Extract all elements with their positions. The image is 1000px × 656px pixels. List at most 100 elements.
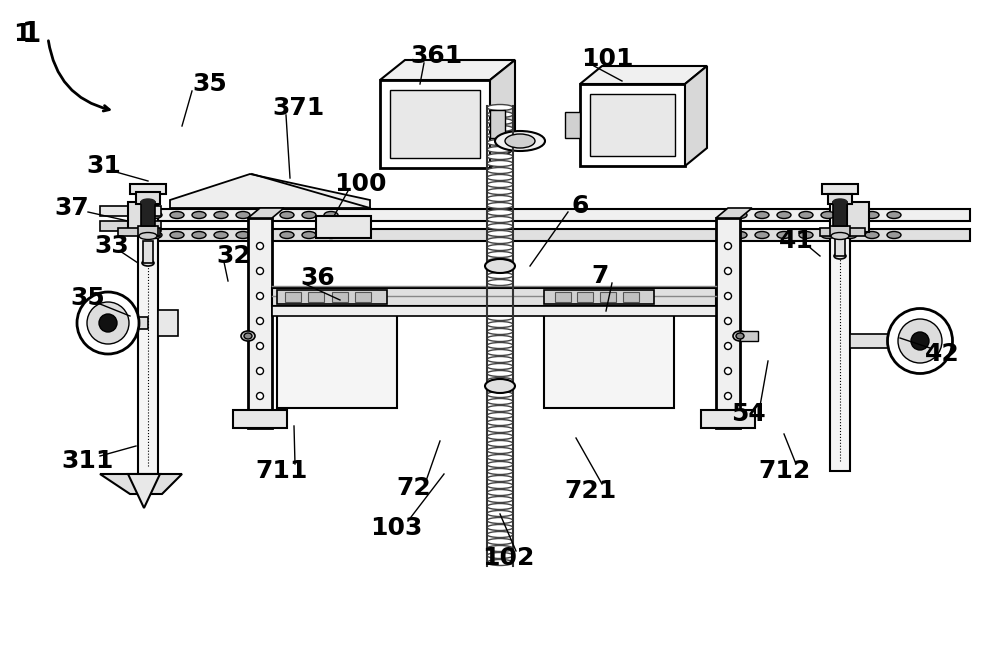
Ellipse shape — [487, 350, 513, 356]
Ellipse shape — [258, 211, 272, 218]
Ellipse shape — [843, 211, 857, 218]
Polygon shape — [716, 208, 752, 218]
Ellipse shape — [755, 232, 769, 239]
Ellipse shape — [887, 232, 901, 239]
Ellipse shape — [755, 211, 769, 218]
Ellipse shape — [236, 211, 250, 218]
Ellipse shape — [487, 314, 513, 321]
Ellipse shape — [505, 134, 535, 148]
Ellipse shape — [280, 211, 294, 218]
Ellipse shape — [487, 489, 513, 495]
Ellipse shape — [77, 292, 139, 354]
Ellipse shape — [487, 329, 513, 335]
Bar — [285, 292, 301, 302]
Bar — [565, 112, 580, 138]
Bar — [138, 206, 158, 476]
Text: 72: 72 — [397, 476, 431, 500]
Text: 33: 33 — [95, 234, 129, 258]
Ellipse shape — [487, 392, 513, 398]
Bar — [850, 334, 911, 348]
Ellipse shape — [487, 504, 513, 510]
Bar — [380, 80, 490, 168]
Ellipse shape — [821, 232, 835, 239]
Ellipse shape — [487, 195, 513, 201]
Ellipse shape — [487, 112, 513, 117]
Ellipse shape — [724, 243, 732, 249]
Bar — [740, 331, 758, 341]
Bar — [138, 226, 158, 236]
Bar — [833, 202, 847, 226]
Bar — [577, 292, 593, 302]
Polygon shape — [490, 60, 515, 168]
Ellipse shape — [799, 232, 813, 239]
Ellipse shape — [487, 518, 513, 523]
Ellipse shape — [244, 333, 252, 339]
Bar — [100, 206, 161, 216]
Ellipse shape — [898, 319, 942, 363]
Ellipse shape — [487, 440, 513, 447]
Ellipse shape — [487, 203, 513, 209]
Ellipse shape — [487, 497, 513, 502]
Ellipse shape — [843, 232, 857, 239]
Ellipse shape — [236, 232, 250, 239]
Ellipse shape — [302, 232, 316, 239]
Bar — [233, 410, 287, 428]
Text: 103: 103 — [370, 516, 422, 540]
Bar — [141, 202, 155, 226]
Ellipse shape — [865, 211, 879, 218]
Bar — [701, 410, 755, 428]
Polygon shape — [128, 474, 160, 508]
Ellipse shape — [487, 476, 513, 482]
Ellipse shape — [485, 259, 515, 273]
Bar — [544, 308, 674, 408]
Polygon shape — [248, 208, 284, 218]
Ellipse shape — [487, 539, 513, 544]
Ellipse shape — [280, 232, 294, 239]
Bar — [136, 192, 160, 204]
Ellipse shape — [487, 133, 513, 138]
Ellipse shape — [487, 209, 513, 216]
Ellipse shape — [799, 211, 813, 218]
Bar — [118, 228, 160, 236]
Ellipse shape — [487, 384, 513, 390]
Ellipse shape — [256, 243, 264, 249]
Text: 36: 36 — [301, 266, 335, 290]
Ellipse shape — [487, 413, 513, 419]
Bar — [830, 226, 850, 236]
Text: 1: 1 — [22, 20, 41, 48]
Ellipse shape — [302, 211, 316, 218]
Ellipse shape — [487, 154, 513, 159]
Ellipse shape — [487, 279, 513, 285]
Ellipse shape — [487, 363, 513, 369]
Bar — [140, 229, 970, 241]
Text: 6: 6 — [571, 194, 589, 218]
Ellipse shape — [724, 268, 732, 274]
Ellipse shape — [487, 293, 513, 300]
Bar — [490, 110, 505, 138]
Ellipse shape — [487, 531, 513, 537]
Ellipse shape — [831, 232, 849, 239]
Bar — [272, 306, 716, 316]
Ellipse shape — [733, 331, 747, 341]
Bar — [308, 292, 324, 302]
Text: 711: 711 — [256, 459, 308, 483]
Text: 101: 101 — [581, 47, 633, 71]
Ellipse shape — [487, 287, 513, 293]
Ellipse shape — [834, 253, 846, 259]
Ellipse shape — [170, 211, 184, 218]
Bar — [100, 221, 161, 231]
Ellipse shape — [324, 232, 338, 239]
Ellipse shape — [148, 232, 162, 239]
Ellipse shape — [777, 232, 791, 239]
Ellipse shape — [487, 321, 513, 327]
Bar — [623, 292, 639, 302]
Text: 35: 35 — [71, 286, 105, 310]
Polygon shape — [685, 66, 707, 166]
Ellipse shape — [487, 426, 513, 432]
Ellipse shape — [487, 377, 513, 384]
Ellipse shape — [487, 224, 513, 230]
Bar — [847, 202, 869, 232]
Ellipse shape — [487, 167, 513, 173]
Text: 712: 712 — [758, 459, 810, 483]
Ellipse shape — [887, 211, 901, 218]
